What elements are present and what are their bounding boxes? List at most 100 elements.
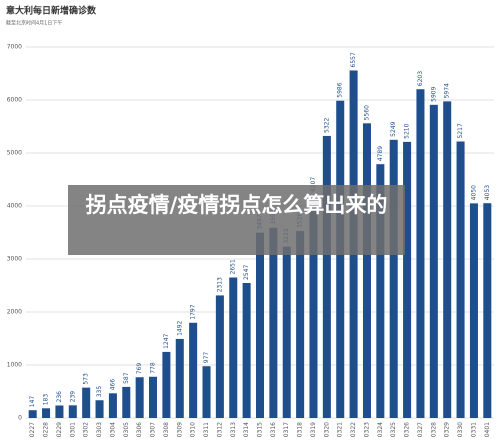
value-label: 1492 (176, 320, 183, 335)
value-label: 769 (136, 363, 143, 375)
x-tick-label: 0227 (29, 422, 36, 437)
value-label: 5974 (444, 83, 451, 98)
bar (215, 295, 224, 418)
value-label: 5322 (323, 117, 330, 132)
bar (108, 393, 117, 418)
x-tick-label: 0321 (337, 422, 344, 437)
bar (376, 164, 385, 418)
bar (189, 322, 198, 418)
bar (135, 377, 144, 418)
x-tick-label: 0310 (190, 422, 197, 437)
y-tick-label: 2000 (7, 309, 22, 316)
value-label: 1247 (163, 333, 170, 348)
bar (429, 104, 438, 418)
x-tick-label: 0318 (297, 422, 304, 437)
y-tick-label: 0 (18, 415, 22, 422)
bar (28, 410, 37, 418)
value-label: 1797 (190, 304, 197, 319)
y-tick-label: 5000 (7, 150, 22, 157)
bar (403, 141, 412, 418)
value-label: 5249 (390, 121, 397, 136)
x-tick-label: 0228 (43, 422, 50, 437)
x-tick-label: 0331 (470, 422, 477, 437)
value-label: 573 (83, 373, 90, 385)
x-tick-label: 0314 (243, 422, 250, 437)
value-label: 5217 (457, 123, 464, 138)
bar (416, 89, 425, 418)
x-tick-label: 0320 (323, 422, 330, 437)
bar (483, 203, 492, 418)
y-tick-label: 7000 (7, 44, 22, 51)
y-tick-label: 1000 (7, 362, 22, 369)
bar (42, 408, 51, 418)
bar (175, 338, 184, 418)
x-tick-label: 0306 (136, 422, 143, 437)
value-label: 4207 (310, 177, 317, 192)
value-label: 977 (203, 352, 210, 364)
bar (122, 386, 131, 418)
x-tick-label: 0312 (216, 422, 223, 437)
bar (282, 246, 291, 418)
x-tick-label: 0305 (123, 422, 130, 437)
bar (229, 277, 238, 418)
bar (443, 101, 452, 419)
value-label: 239 (69, 391, 76, 403)
x-tick-label: 0401 (484, 422, 491, 437)
x-tick-label: 0330 (457, 422, 464, 437)
x-tick-label: 0322 (350, 422, 357, 437)
bar (95, 400, 104, 418)
y-tick-label: 4000 (7, 203, 22, 210)
x-tick-label: 0325 (390, 422, 397, 437)
chart-subtitle: 截至北京时间4月1日下午 (6, 20, 62, 27)
value-label: 147 (29, 396, 36, 408)
value-label: 2313 (216, 277, 223, 292)
y-tick-label: 3000 (7, 256, 22, 263)
bar (82, 387, 91, 418)
x-tick-label: 0323 (363, 422, 370, 437)
x-tick-label: 0301 (69, 422, 76, 437)
x-tick-label: 0307 (150, 422, 157, 437)
bar (269, 227, 278, 418)
bar (149, 376, 158, 418)
value-label: 5560 (363, 105, 370, 120)
bar (362, 123, 371, 418)
value-label: 4050 (470, 185, 477, 200)
value-label: 335 (96, 386, 103, 398)
x-tick-label: 0327 (417, 422, 424, 437)
value-label: 4053 (484, 185, 491, 200)
bar (55, 405, 64, 418)
bar (296, 231, 305, 418)
x-tick-label: 0313 (230, 422, 237, 437)
x-tick-label: 0229 (56, 422, 63, 437)
x-tick-label: 0308 (163, 422, 170, 437)
value-label: 6557 (350, 52, 357, 67)
x-tick-label: 0311 (203, 422, 210, 437)
x-tick-label: 0319 (310, 422, 317, 437)
x-tick-label: 0328 (430, 422, 437, 437)
value-label: 183 (43, 394, 50, 406)
bar (68, 405, 77, 418)
x-tick-label: 0326 (404, 422, 411, 437)
bar (456, 141, 465, 418)
x-tick-label: 0324 (377, 422, 384, 437)
overlay-banner: 拐点疫情/疫情拐点怎么算出来的 (68, 185, 405, 255)
bar (389, 139, 398, 419)
x-tick-label: 0304 (109, 422, 116, 437)
bar (469, 203, 478, 418)
bar (336, 100, 345, 418)
bar (202, 366, 211, 418)
x-tick-label: 0309 (176, 422, 183, 437)
value-label: 2651 (230, 259, 237, 274)
value-label: 5986 (337, 82, 344, 97)
value-label: 5210 (404, 123, 411, 138)
value-label: 587 (123, 372, 130, 384)
bar (309, 195, 318, 418)
value-label: 2547 (243, 265, 250, 280)
x-tick-label: 0316 (270, 422, 277, 437)
x-tick-label: 0303 (96, 422, 103, 437)
y-tick-label: 6000 (7, 97, 22, 104)
value-label: 5909 (430, 86, 437, 101)
bar (322, 135, 331, 418)
